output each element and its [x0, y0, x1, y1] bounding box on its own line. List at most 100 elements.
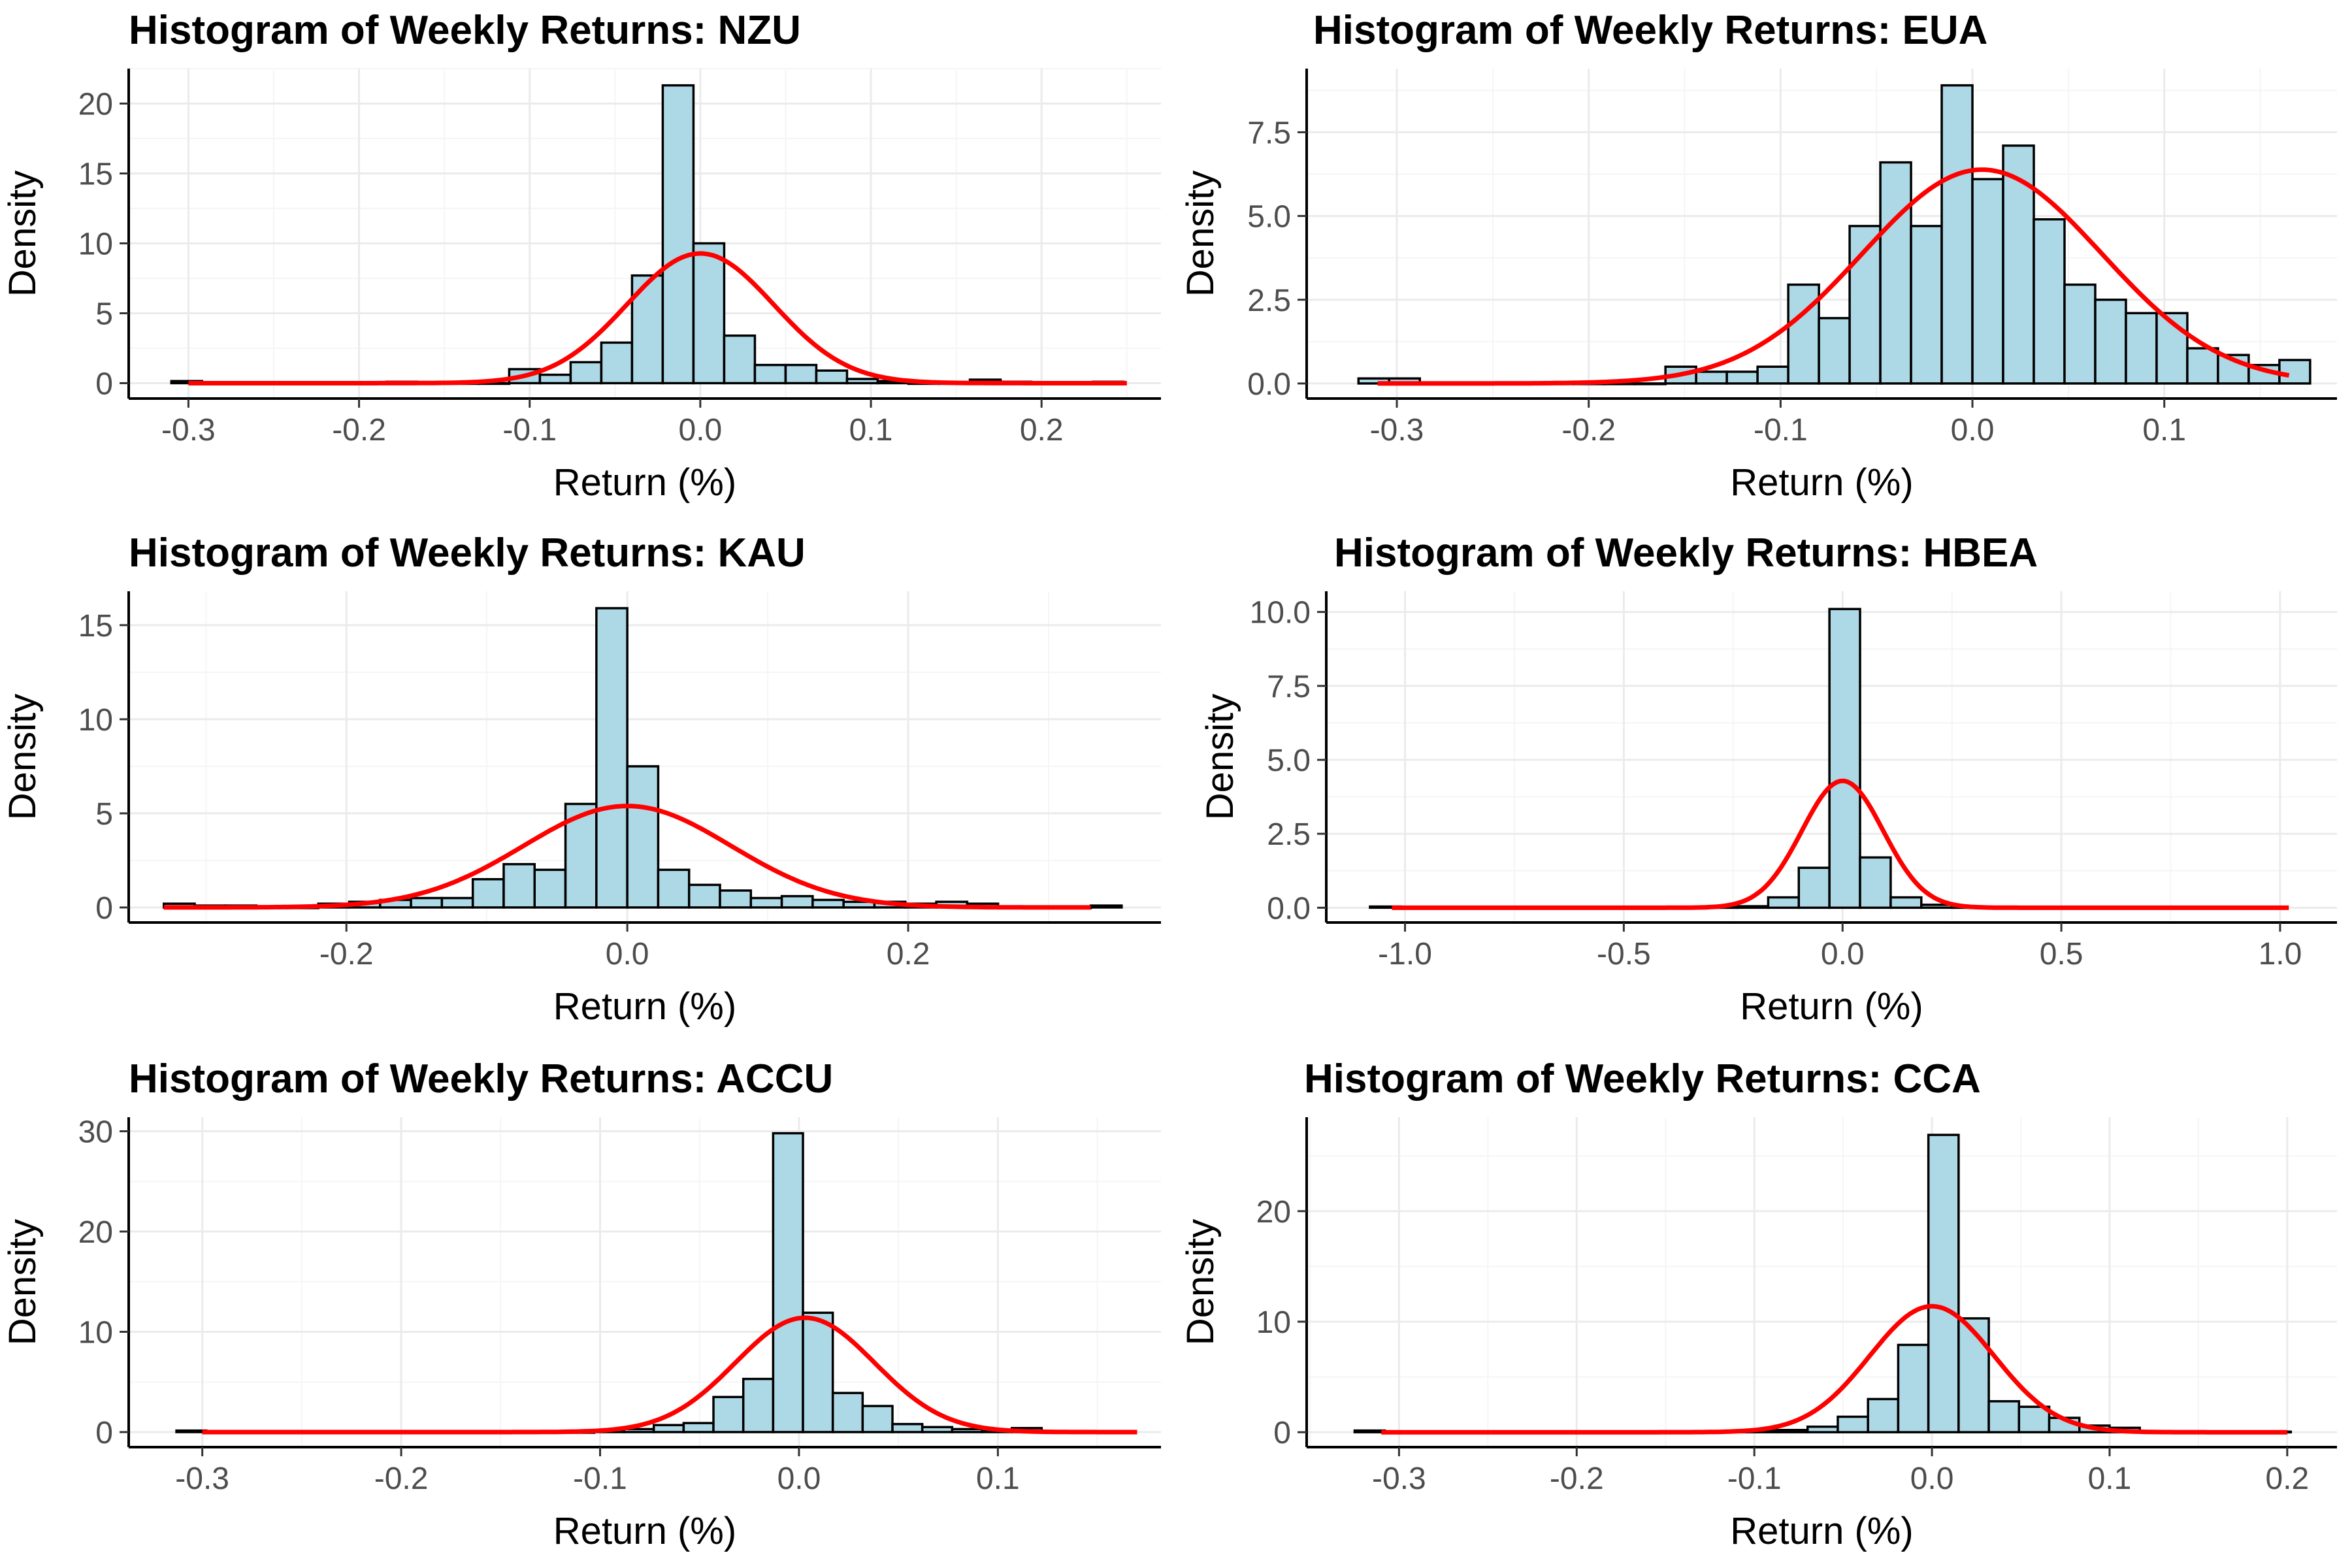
x-tick-label: 0.0	[777, 1462, 821, 1496]
chart-title: Histogram of Weekly Returns: KAU	[129, 531, 806, 576]
x-tick-label: -0.2	[374, 1462, 429, 1496]
histogram-bar	[749, 896, 783, 909]
x-tick-label: 0.1	[2088, 1462, 2132, 1496]
x-tick-label: -0.1	[502, 413, 557, 448]
x-tick-label: 1.0	[2259, 937, 2302, 972]
histogram-bar	[471, 877, 505, 909]
y-axis-label: Density	[1, 694, 44, 820]
panel-accu: -0.3 -0.2 -0.1 0.0 0.1 0 10 20 30 Histogram of We…	[1, 1056, 1161, 1552]
density-curve	[202, 1315, 1137, 1435]
histogram-bar	[1837, 1415, 1869, 1433]
y-tick-label: 30	[78, 1115, 113, 1149]
y-tick-label: 20	[1256, 1195, 1291, 1230]
x-tick-label: -1.0	[1378, 937, 1432, 972]
histogram-bar	[410, 896, 444, 909]
histogram-bar	[861, 1405, 894, 1433]
y-tick-label: 15	[78, 157, 113, 191]
chart-title: Histogram of Weekly Returns: ACCU	[129, 1056, 833, 1102]
y-tick-label: 0	[95, 367, 113, 401]
histogram-bar	[1736, 905, 1770, 909]
x-tick-label: -0.2	[319, 937, 374, 972]
histogram-bar	[2094, 299, 2127, 385]
x-tick-label: -0.3	[1370, 413, 1424, 448]
histogram-bar	[1828, 608, 1861, 909]
histogram-bar	[1806, 1425, 1839, 1433]
histogram-bar	[1879, 161, 1912, 385]
x-tick-label: 0.0	[1910, 1462, 1954, 1496]
histogram-bar	[921, 1426, 954, 1433]
x-tick-label: 0.0	[1821, 937, 1865, 972]
y-tick-label: 0.0	[1247, 367, 1291, 402]
histogram-bar	[1957, 1317, 1990, 1433]
x-tick-label: -0.3	[175, 1462, 229, 1496]
panel-cca: -0.3 -0.2 -0.1 0.0 0.1 0.2 0 10 20 Histogram of W…	[1179, 1056, 2337, 1552]
histogram-bar	[652, 1424, 685, 1433]
histogram-bar	[502, 862, 536, 909]
histogram-bar	[2063, 283, 2097, 385]
histogram-bar	[600, 341, 634, 385]
y-axis-label: Density	[1199, 694, 1241, 820]
y-tick-label: 5.0	[1267, 743, 1311, 778]
x-axis-label: Return (%)	[553, 461, 736, 504]
y-tick-label: 20	[78, 1215, 113, 1250]
x-tick-label: -0.1	[1727, 1462, 1782, 1496]
x-tick-label: -0.3	[1372, 1462, 1426, 1496]
histogram-bar	[2017, 1405, 2051, 1433]
x-tick-label: -0.1	[1754, 413, 1808, 448]
x-axis-label: Return (%)	[1730, 461, 1913, 504]
y-tick-label: 10.0	[1250, 596, 1311, 630]
panel-hbea: -1.0 -0.5 0.0 0.5 1.0 0.0 2.5 5.0 7.5 10.0 Histogr…	[1199, 531, 2337, 1028]
histogram-bar	[1971, 178, 2004, 385]
panel-kau: -0.2 0.0 0.2 0 5 10 15 Histogram of Weekly Retu…	[1, 531, 1161, 1028]
histogram-bar	[1756, 365, 1789, 385]
histogram-bar	[719, 889, 753, 909]
y-tick-label: 0	[1273, 1416, 1291, 1450]
y-tick-label: 2.5	[1267, 817, 1311, 852]
density-curve	[1381, 1303, 2287, 1435]
histogram-bar	[891, 1422, 924, 1433]
y-tick-label: 5	[95, 297, 113, 331]
histogram-bar	[951, 1428, 983, 1433]
histogram-bar	[2033, 218, 2066, 385]
histogram-bar	[1725, 370, 1759, 385]
density-curve	[163, 804, 1091, 910]
y-tick-label: 5	[95, 797, 113, 832]
density-curve	[1392, 778, 2289, 910]
histogram-bar	[595, 607, 629, 909]
y-tick-label: 0	[95, 891, 113, 926]
y-axis-label: Density	[1179, 171, 1222, 297]
histogram-bar	[802, 1311, 834, 1433]
histogram-bar	[682, 1422, 715, 1433]
histogram-bar	[533, 868, 567, 909]
chart-title: Histogram of Weekly Returns: NZU	[129, 8, 801, 53]
histogram-bar	[784, 363, 818, 385]
x-tick-label: -0.2	[1561, 413, 1616, 448]
x-tick-label: 0.2	[887, 937, 930, 972]
histogram-bar	[1797, 866, 1831, 909]
x-tick-label: -0.1	[573, 1462, 627, 1496]
histogram-bar	[1867, 1397, 1900, 1433]
histogram-bar	[742, 1377, 775, 1433]
histogram-bar	[175, 1429, 208, 1433]
histogram-bar	[2125, 312, 2158, 385]
x-axis-label: Return (%)	[1730, 1510, 1913, 1552]
chart-title: Histogram of Weekly Returns: CCA	[1304, 1056, 1981, 1102]
histogram-bar	[723, 334, 757, 385]
histogram-bar	[569, 361, 603, 385]
histogram-bar	[687, 883, 721, 909]
histogram-bar	[1818, 317, 1851, 385]
y-tick-label: 15	[78, 609, 113, 644]
histogram-bar	[2278, 359, 2311, 385]
histogram-bar	[692, 242, 726, 385]
histogram-bar	[780, 894, 814, 909]
x-tick-label: 0.1	[2142, 413, 2186, 448]
histogram-bar	[1353, 1429, 1386, 1433]
histogram-bar	[626, 765, 660, 909]
histogram-bar	[661, 84, 695, 385]
y-tick-label: 0	[95, 1416, 113, 1450]
y-tick-label: 10	[1256, 1305, 1291, 1340]
histogram-bar	[440, 896, 474, 909]
y-tick-label: 7.5	[1267, 670, 1311, 704]
density-curve	[1377, 167, 2290, 386]
